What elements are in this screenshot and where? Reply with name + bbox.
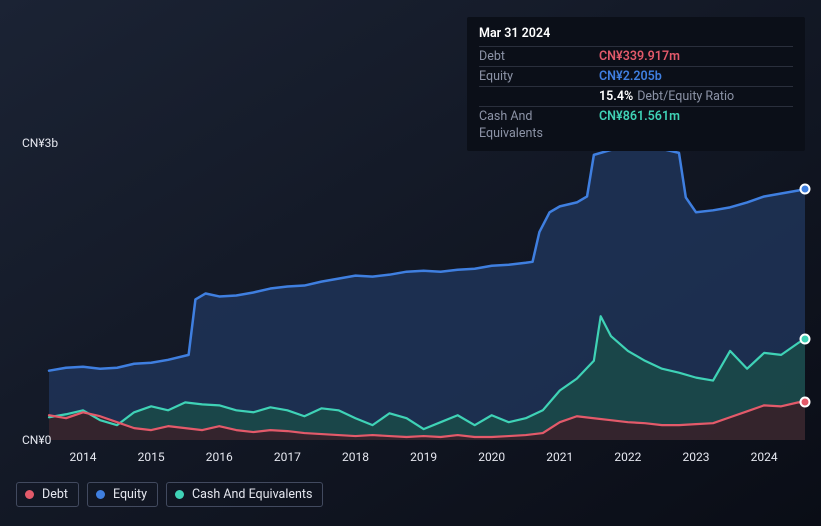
legend-label-debt: Debt	[42, 487, 68, 502]
tooltip-row-value: 15.4%	[599, 88, 633, 105]
x-axis-label: 2017	[274, 450, 301, 464]
tooltip-row-value: CN¥2.205b	[599, 68, 662, 85]
y-axis-label: CN¥0	[22, 433, 51, 447]
legend-label-cash: Cash And Equivalents	[192, 487, 312, 502]
x-axis-label: 2024	[751, 450, 778, 464]
x-axis-label: 2020	[478, 450, 505, 464]
legend-dot-cash	[175, 490, 184, 499]
x-axis-label: 2023	[683, 450, 710, 464]
x-axis-label: 2018	[342, 450, 369, 464]
tooltip-row: 15.4%Debt/Equity Ratio	[479, 86, 793, 106]
tooltip-row-label: Cash And Equivalents	[479, 108, 599, 142]
legend-label-equity: Equity	[113, 487, 147, 502]
series-end-marker-debt	[800, 397, 811, 408]
legend-dot-equity	[96, 490, 105, 499]
tooltip-row-sublabel: Debt/Equity Ratio	[637, 88, 734, 105]
chart-legend: Debt Equity Cash And Equivalents	[16, 482, 323, 507]
tooltip-row-label: Equity	[479, 68, 599, 85]
tooltip-row: EquityCN¥2.205b	[479, 66, 793, 86]
tooltip-row-value: CN¥861.561m	[599, 108, 680, 142]
legend-item-equity[interactable]: Equity	[87, 482, 158, 507]
tooltip-row: DebtCN¥339.917m	[479, 46, 793, 66]
x-axis-label: 2021	[546, 450, 573, 464]
legend-item-cash[interactable]: Cash And Equivalents	[166, 482, 323, 507]
legend-item-debt[interactable]: Debt	[16, 482, 79, 507]
tooltip-date: Mar 31 2024	[479, 25, 793, 42]
financial-chart: Mar 31 2024 DebtCN¥339.917mEquityCN¥2.20…	[0, 0, 821, 526]
x-axis-label: 2014	[70, 450, 97, 464]
legend-dot-debt	[25, 490, 34, 499]
chart-tooltip: Mar 31 2024 DebtCN¥339.917mEquityCN¥2.20…	[467, 17, 805, 151]
x-axis-label: 2016	[206, 450, 233, 464]
series-end-marker-equity	[800, 183, 811, 194]
series-end-marker-cash	[800, 334, 811, 345]
tooltip-row-label: Debt	[479, 48, 599, 65]
x-axis-label: 2015	[138, 450, 165, 464]
tooltip-row: Cash And EquivalentsCN¥861.561m	[479, 106, 793, 143]
y-axis-label: CN¥3b	[22, 136, 58, 150]
tooltip-row-label	[479, 88, 599, 105]
x-axis-label: 2022	[614, 450, 641, 464]
tooltip-row-value: CN¥339.917m	[599, 48, 680, 65]
x-axis-label: 2019	[410, 450, 437, 464]
